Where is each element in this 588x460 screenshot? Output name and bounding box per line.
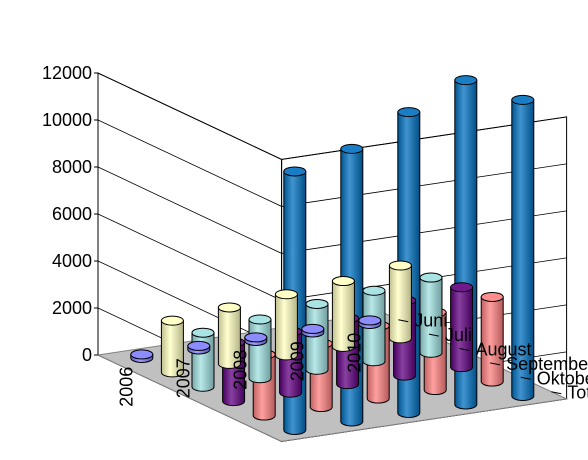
- y-tick-label: 2000: [52, 298, 92, 318]
- bar-oktober-2010: [480, 291, 504, 387]
- bar-top: [244, 332, 268, 343]
- series-tick-mark: [490, 362, 501, 366]
- y-tick-label: 0: [82, 345, 92, 365]
- y-tick-label: 8000: [52, 157, 92, 177]
- bar-top: [388, 260, 412, 271]
- bar-top: [191, 327, 215, 338]
- bar-body: [160, 320, 184, 378]
- bar-juli-2006: [160, 315, 184, 378]
- bar-body: [305, 303, 329, 375]
- bar-body: [511, 99, 535, 401]
- bar-juli-2009: [331, 276, 355, 352]
- gridline: [97, 166, 567, 254]
- bar-august-2007: [248, 314, 272, 384]
- bar-juni-2008: [244, 332, 268, 346]
- y-tick-label: 4000: [52, 251, 92, 271]
- bar-august-2010: [419, 272, 443, 358]
- series-tick-mark: [551, 391, 562, 395]
- bar-juni-2010: [358, 315, 382, 329]
- bar-top: [283, 166, 307, 177]
- bar-juli-2010: [388, 260, 412, 344]
- bar-body: [480, 296, 504, 387]
- bar-top: [450, 282, 474, 293]
- bar-top: [248, 314, 272, 325]
- bar-body: [419, 277, 443, 358]
- bar-top: [454, 75, 478, 86]
- series-axis-label: August: [476, 340, 532, 360]
- bar-juni-2006: [130, 349, 154, 363]
- bar-body: [217, 306, 241, 369]
- bar-top: [130, 349, 154, 360]
- bar-august-2008: [305, 298, 329, 375]
- bar-top: [301, 323, 325, 334]
- bar-total-2010: [511, 94, 535, 401]
- x-category-label: 2009: [288, 341, 308, 381]
- y-tick-label: 10000: [42, 110, 92, 130]
- series-tick-mark: [459, 348, 470, 351]
- bar-top: [480, 291, 504, 302]
- bar-juli-2007: [217, 302, 241, 369]
- bar-juni-2009: [301, 323, 325, 338]
- series-axis-label: Total: [567, 383, 588, 403]
- series-tick-mark: [428, 333, 439, 337]
- x-category-label: 2010: [345, 333, 365, 373]
- bar-body: [331, 280, 355, 352]
- bar-top: [511, 94, 535, 105]
- bar-top: [217, 302, 241, 313]
- x-category-label: 2007: [174, 358, 194, 398]
- series-axis-label: Juli: [445, 325, 472, 345]
- bar-juli-2008: [274, 289, 298, 361]
- bar-top: [362, 285, 386, 296]
- series-axis-label: Juni: [414, 311, 447, 331]
- y-tick-label: 12000: [42, 63, 92, 83]
- bar-top: [340, 143, 364, 154]
- series-axis-label: September: [506, 354, 588, 374]
- bar-juni-2007: [187, 340, 211, 355]
- series-tick-mark: [520, 376, 531, 380]
- bar-body: [388, 265, 412, 344]
- bar-body: [274, 293, 298, 361]
- bar-top: [160, 315, 184, 326]
- bar-august-2006: [191, 327, 215, 392]
- gridline: [97, 72, 567, 160]
- bar-top: [331, 276, 355, 287]
- y-tick-label: 6000: [52, 204, 92, 224]
- x-category-label: 2008: [231, 350, 251, 390]
- bar-top: [187, 340, 211, 351]
- series-axis-label: Oktober: [537, 368, 588, 388]
- bar-top: [397, 107, 421, 118]
- bar-top: [358, 315, 382, 326]
- series-tick-mark: [398, 319, 409, 323]
- chart-axis-labels: 0 2000 4000 6000 8000 10000 12000 2006 2007 2008 2…: [42, 63, 588, 407]
- bar-top: [305, 298, 329, 309]
- x-category-label: 2006: [117, 367, 137, 407]
- bar-top: [419, 272, 443, 283]
- gridline: [97, 119, 567, 207]
- bar-top: [274, 289, 298, 300]
- bar-body: [248, 319, 272, 384]
- chart-bars: [130, 75, 535, 435]
